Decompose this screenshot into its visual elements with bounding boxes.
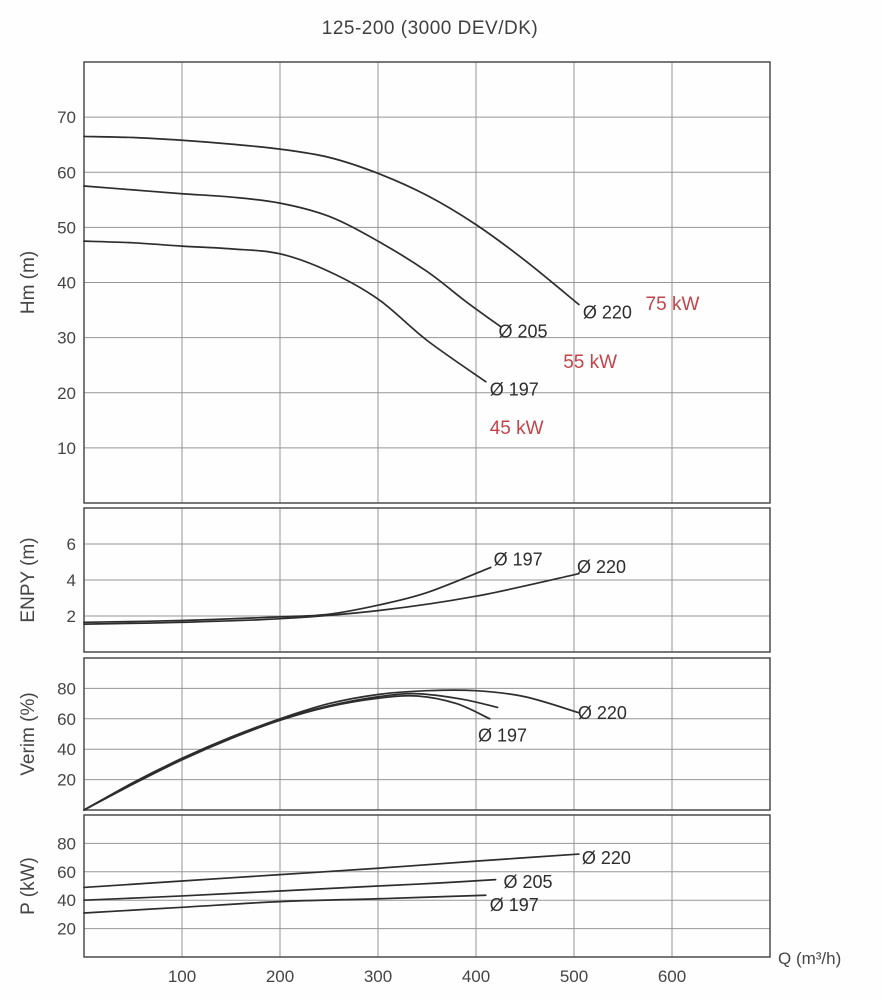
curve-verim-205: [83, 692, 499, 811]
y-tick-label-verim: 80: [57, 679, 76, 698]
curve-label-220: Ø 220: [582, 848, 631, 868]
x-tick-label: 200: [266, 967, 294, 986]
x-tick-label: 600: [658, 967, 686, 986]
y-tick-label-p: 40: [57, 891, 76, 910]
y-tick-label-hm: 70: [57, 108, 76, 127]
curve-hm-197: [83, 240, 487, 383]
curve-label-220: Ø 220: [583, 302, 632, 322]
plot-frame-hm: [83, 61, 771, 504]
x-tick-label: 400: [462, 967, 490, 986]
plot-frame-verim: [83, 657, 771, 811]
y-tick-label-p: 60: [57, 863, 76, 882]
power-label-75kw: 75 kW: [646, 294, 700, 315]
y-tick-label-p: 80: [57, 834, 76, 853]
y-tick-label-verim: 20: [57, 771, 76, 790]
plot-frame-p: [83, 814, 771, 958]
y-axis-label-p: P (kW): [18, 857, 39, 915]
y-tick-label-hm: 40: [57, 274, 76, 293]
y-tick-label-hm: 10: [57, 439, 76, 458]
plot-frame-enpy: [83, 507, 771, 653]
curve-p-220: [83, 853, 580, 889]
x-tick-label: 300: [364, 967, 392, 986]
curve-label-220: Ø 220: [578, 703, 627, 723]
y-tick-label-hm: 30: [57, 329, 76, 348]
curve-p-197: [83, 894, 487, 914]
x-tick-label: 100: [168, 967, 196, 986]
y-tick-label-enpy: 4: [67, 571, 76, 590]
chart-title: 125-200 (3000 DEV/DK): [321, 18, 539, 39]
y-tick-label-verim: 60: [57, 710, 76, 729]
curve-p-205: [83, 878, 497, 902]
curve-hm-220: [83, 135, 580, 306]
power-label-55kw: 55 kW: [563, 352, 617, 373]
curve-label-205: Ø 205: [499, 322, 548, 342]
x-tick-label: 500: [560, 967, 588, 986]
y-tick-label-hm: 50: [57, 218, 76, 237]
curve-enpy-197: [83, 566, 492, 624]
y-tick-label-enpy: 2: [67, 607, 76, 626]
y-tick-label-hm: 60: [57, 163, 76, 182]
curve-label-197: Ø 197: [490, 380, 539, 400]
curve-label-197: Ø 197: [490, 895, 539, 915]
y-axis-label-hm: Hm (m): [18, 251, 39, 314]
y-tick-label-enpy: 6: [67, 535, 76, 554]
curve-label-205: Ø 205: [503, 872, 552, 892]
y-tick-label-p: 20: [57, 920, 76, 939]
curve-hm-205: [83, 185, 502, 328]
y-tick-label-verim: 40: [57, 740, 76, 759]
x-axis-label: Q (m³/h): [778, 949, 841, 968]
curve-enpy-220: [83, 572, 580, 625]
y-axis-label-enpy: ENPY (m): [18, 537, 39, 622]
curve-verim-197: [83, 694, 491, 811]
power-label-45kw: 45 kW: [490, 418, 544, 439]
curve-verim-220: [83, 689, 580, 811]
y-tick-label-hm: 20: [57, 384, 76, 403]
curve-label-197: Ø 197: [494, 550, 543, 570]
curve-label-197: Ø 197: [478, 726, 527, 746]
curve-label-220: Ø 220: [577, 557, 626, 577]
y-axis-label-verim: Verim (%): [18, 692, 39, 775]
